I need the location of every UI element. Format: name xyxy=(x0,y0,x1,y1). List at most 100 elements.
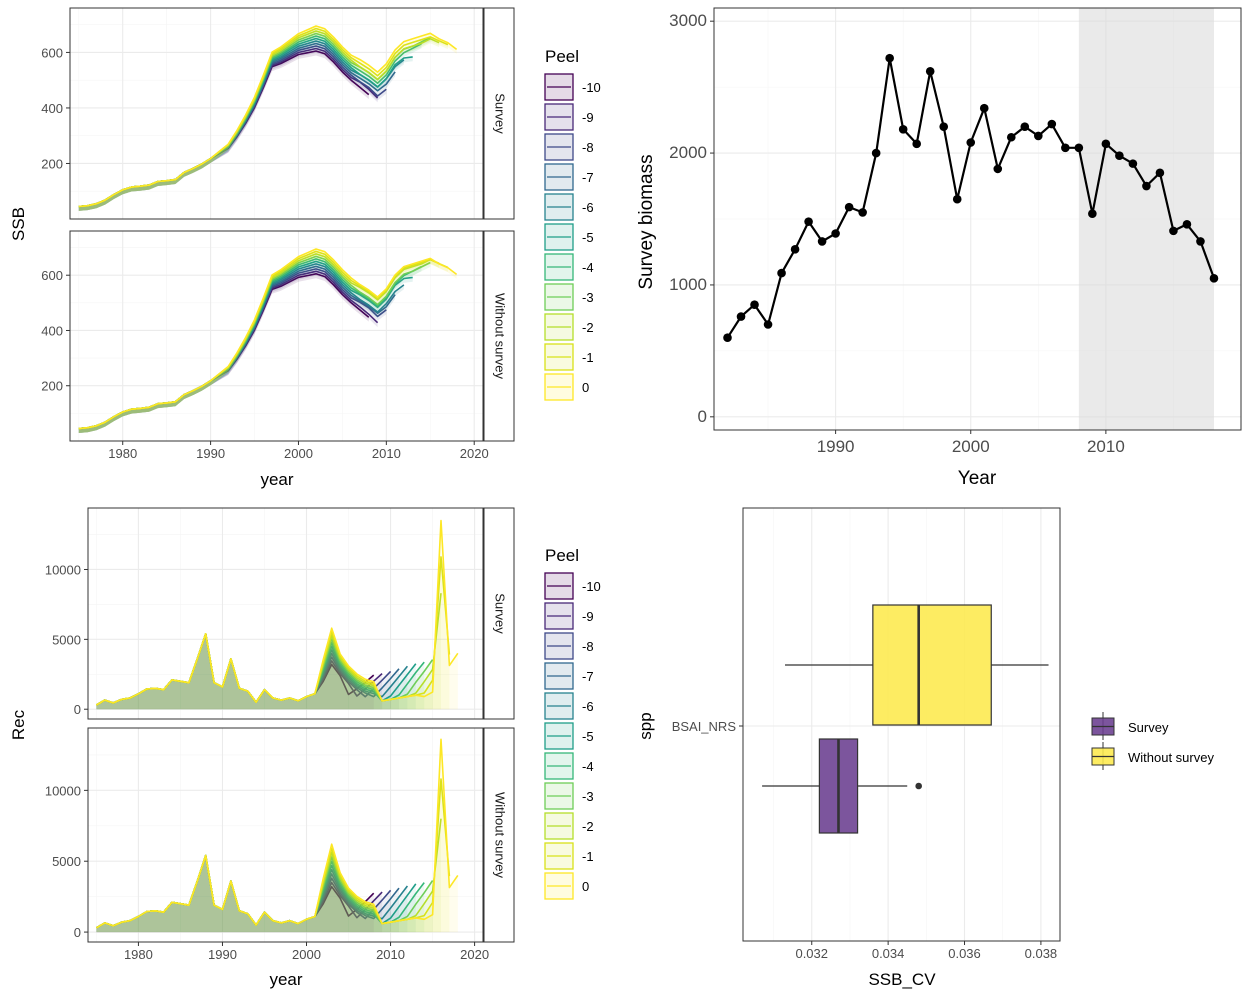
survey-biomass-point xyxy=(1128,159,1138,168)
x-tick-label: 2000 xyxy=(284,446,313,461)
legend-label: 0 xyxy=(582,380,589,395)
survey-biomass-point xyxy=(912,139,921,149)
rec-ribbon-peel-10 xyxy=(96,633,374,710)
legend-label: -10 xyxy=(582,579,601,594)
x-tick-label: 0.036 xyxy=(948,946,981,961)
rec-ribbon-peel-5 xyxy=(96,633,416,710)
legend-label: 0 xyxy=(582,879,589,894)
survey-biomass-point xyxy=(1088,209,1097,219)
x-tick-label: 1980 xyxy=(108,446,137,461)
survey-biomass-point xyxy=(885,53,894,63)
y-tick-label: 5000 xyxy=(52,632,81,647)
panel-border xyxy=(69,230,484,442)
x-tick-label: 1990 xyxy=(196,446,225,461)
survey-biomass-point xyxy=(817,237,827,246)
facet-strip-label: Survey xyxy=(493,593,508,634)
survey-biomass-point xyxy=(1006,132,1016,142)
x-tick-label: 2020 xyxy=(460,446,489,461)
y-tick-label: 5000 xyxy=(52,854,81,869)
survey-biomass-point xyxy=(1142,181,1151,191)
rec-line-peel-0 xyxy=(95,519,459,706)
legend-label: -5 xyxy=(582,729,594,744)
survey-biomass-point xyxy=(925,67,935,76)
panel-border xyxy=(87,507,484,720)
survey-biomass-point xyxy=(1020,122,1030,131)
rec-ribbon-peel-7 xyxy=(96,633,400,710)
facet-strip xyxy=(483,727,515,943)
legend-label: -3 xyxy=(582,789,594,804)
ssb-cv-boxplot: 0.032 0.034 0.036 0.038 BSAI_NRS spp SSB_CV Sur… xyxy=(636,507,1214,989)
survey-biomass-point xyxy=(858,208,867,217)
y-tick-label: 400 xyxy=(41,101,63,116)
y-tick-label: 0 xyxy=(698,407,707,426)
legend-label: -6 xyxy=(582,200,594,215)
x-tick-label: 1990 xyxy=(817,437,855,456)
survey-biomass-point xyxy=(736,312,746,321)
shaded-projection-region xyxy=(1078,8,1214,430)
rec-ribbon-peel-3 xyxy=(96,633,433,710)
rec-ribbon-peel-5 xyxy=(96,855,416,933)
legend-label: -9 xyxy=(582,609,594,624)
rec-ribbon-peel-4 xyxy=(96,633,425,710)
survey-biomass-point xyxy=(939,122,949,131)
rec-chart: 0 5000 10000 Survey 0 5000 10000 1980 1990 2000 20… xyxy=(9,507,601,989)
ssb-line-peel-0 xyxy=(78,25,458,208)
rec-ribbon-peel-9 xyxy=(96,633,383,710)
survey-biomass-point xyxy=(831,229,840,238)
box-survey xyxy=(762,738,922,834)
panel-background xyxy=(88,508,483,719)
y-category-label: BSAI_NRS xyxy=(672,719,737,734)
legend-label: -6 xyxy=(582,699,594,714)
legend-label: -10 xyxy=(582,80,601,95)
rec-x-axis-title: year xyxy=(269,970,302,989)
survey-biomass-point xyxy=(750,300,759,310)
y-tick-label: 400 xyxy=(41,323,63,338)
rec-ribbon-peel-2 xyxy=(96,593,442,710)
ssb-x-axis-title: year xyxy=(260,470,293,489)
legend-label: Without survey xyxy=(1128,750,1214,765)
survey-biomass-point xyxy=(1196,237,1205,246)
box-outlier xyxy=(915,782,922,790)
facet-strip xyxy=(483,7,515,220)
survey-biomass-point xyxy=(1074,143,1084,153)
survey-biomass-point xyxy=(804,217,813,226)
legend-label: -1 xyxy=(582,849,594,864)
legend-label: -4 xyxy=(582,260,594,275)
x-tick-label: 0.032 xyxy=(795,946,828,961)
legend-label: -5 xyxy=(582,230,594,245)
rec-line-peel-0 xyxy=(95,738,459,929)
x-tick-label: 2010 xyxy=(372,446,401,461)
rec-ribbon-peel-2 xyxy=(96,818,442,933)
x-tick-label: 2000 xyxy=(952,437,990,456)
ssb-cv-x-axis-title: SSB_CV xyxy=(868,970,936,989)
survey-biomass-point xyxy=(790,245,800,254)
legend-label: -9 xyxy=(582,110,594,125)
survey-biomass-point xyxy=(1047,119,1057,129)
ssb-ribbon-peel-1 xyxy=(78,28,448,211)
rec-y-axis-title: Rec xyxy=(9,709,28,740)
rec-ribbon-peel-4 xyxy=(96,855,425,933)
ssb-y-axis-title: SSB xyxy=(9,207,28,241)
panel-border xyxy=(69,7,484,220)
survey-biomass-x-axis-title: Year xyxy=(958,468,997,489)
y-tick-label: 10000 xyxy=(45,562,81,577)
legend-title: Peel xyxy=(545,546,579,565)
y-tick-label: 3000 xyxy=(669,11,707,30)
y-tick-label: 200 xyxy=(41,379,63,394)
ssb-chart: 200 400 600 Survey 200 400 600 1980 1990 2000 2010… xyxy=(9,7,601,489)
facet-strip-label: Survey xyxy=(493,93,508,134)
y-tick-label: 0 xyxy=(74,702,81,717)
panel-background xyxy=(88,728,483,942)
survey-biomass-point xyxy=(763,320,773,329)
peel-legend: Peel-10-9-8-7-6-5-4-3-2-10 xyxy=(544,47,601,401)
survey-biomass-point xyxy=(844,202,854,212)
y-tick-label: 600 xyxy=(41,268,63,283)
ssb-ribbon-peel-1 xyxy=(78,251,448,433)
legend-label: -7 xyxy=(582,170,594,185)
y-tick-label: 2000 xyxy=(669,143,707,162)
peel-legend: Peel-10-9-8-7-6-5-4-3-2-10 xyxy=(544,546,601,900)
y-tick-label: 0 xyxy=(74,925,81,940)
x-tick-label: 1980 xyxy=(124,947,153,962)
survey-biomass-point xyxy=(1182,219,1192,229)
survey-biomass-point xyxy=(979,103,989,113)
